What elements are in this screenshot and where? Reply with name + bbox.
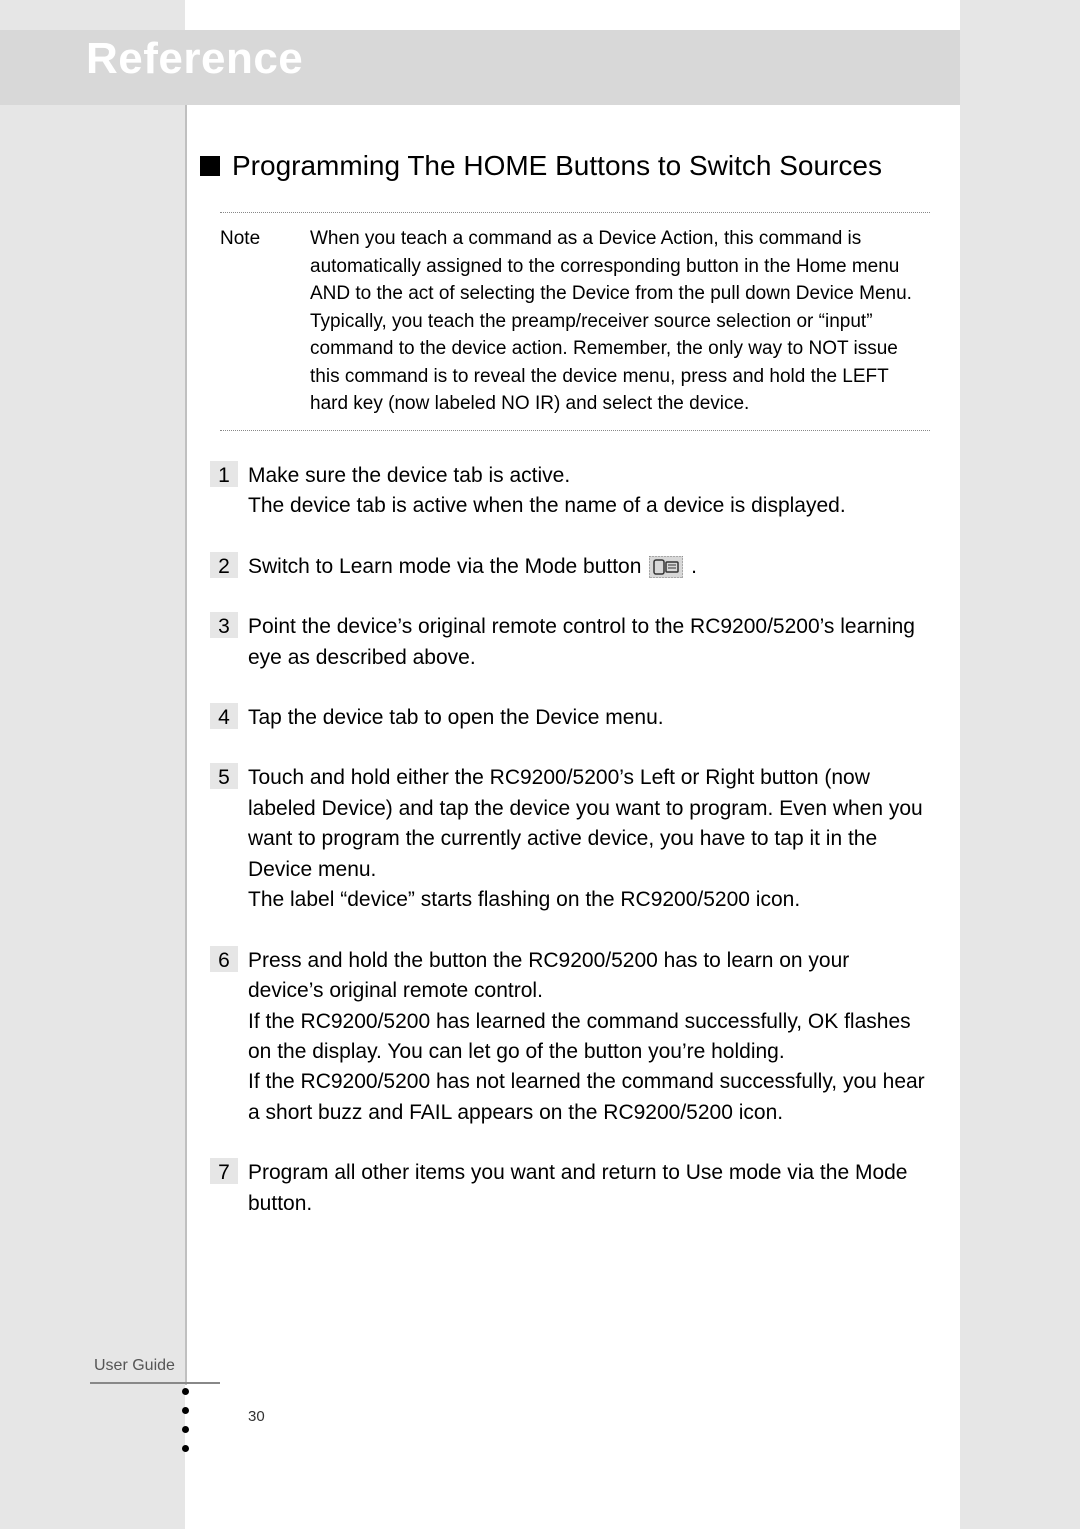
step-text: Switch to Learn mode via the Mode button… [248, 552, 930, 582]
step-paragraph: Touch and hold either the RC9200/5200’s … [248, 763, 930, 885]
note-box: Note When you teach a command as a Devic… [220, 212, 930, 431]
step-number: 2 [210, 552, 238, 578]
step-number: 5 [210, 763, 238, 789]
footer-dots [182, 1388, 189, 1452]
step-line: The device tab is active when the name o… [248, 491, 930, 521]
step-7: 7 Program all other items you want and r… [210, 1158, 930, 1219]
step-number: 3 [210, 612, 238, 638]
step-1: 1 Make sure the device tab is active. Th… [210, 461, 930, 522]
step-paragraph: If the RC9200/5200 has learned the comma… [248, 1007, 930, 1068]
step-text: Press and hold the button the RC9200/520… [248, 946, 930, 1129]
step-number: 7 [210, 1158, 238, 1184]
section-bullet-icon [200, 156, 220, 176]
step-3: 3 Point the device’s original remote con… [210, 612, 930, 673]
step-6: 6 Press and hold the button the RC9200/5… [210, 946, 930, 1129]
dot-icon [182, 1407, 189, 1414]
step-text: Make sure the device tab is active. The … [248, 461, 930, 522]
step-number: 4 [210, 703, 238, 729]
step-text: Touch and hold either the RC9200/5200’s … [248, 763, 930, 915]
user-guide-label: User Guide [94, 1357, 175, 1375]
step-line: Make sure the device tab is active. [248, 461, 930, 491]
section-heading-row: Programming The HOME Buttons to Switch S… [200, 150, 930, 182]
step-number: 6 [210, 946, 238, 972]
dot-icon [182, 1388, 189, 1395]
note-text: When you teach a command as a Device Act… [310, 225, 930, 418]
note-label: Note [220, 225, 310, 418]
step-4: 4 Tap the device tab to open the Device … [210, 703, 930, 733]
mode-button-icon [649, 556, 683, 578]
step-5: 5 Touch and hold either the RC9200/5200’… [210, 763, 930, 915]
step-paragraph: The label “device” starts flashing on th… [248, 885, 930, 915]
body-content: Programming The HOME Buttons to Switch S… [200, 150, 930, 1249]
page-number: 30 [248, 1408, 265, 1425]
step-text: Point the device’s original remote contr… [248, 612, 930, 673]
step-2: 2 Switch to Learn mode via the Mode butt… [210, 552, 930, 582]
step-number: 1 [210, 461, 238, 487]
step-text: Tap the device tab to open the Device me… [248, 703, 930, 733]
step-line-pre: Switch to Learn mode via the Mode button [248, 555, 647, 578]
step-line-post: . [691, 555, 697, 578]
vertical-divider [185, 105, 187, 1385]
user-guide-underline [90, 1382, 220, 1384]
left-sidebar [0, 0, 185, 1529]
step-paragraph: Press and hold the button the RC9200/520… [248, 946, 930, 1007]
chapter-title: Reference [86, 34, 303, 84]
dot-icon [182, 1445, 189, 1452]
step-text: Program all other items you want and ret… [248, 1158, 930, 1219]
step-paragraph: If the RC9200/5200 has not learned the c… [248, 1067, 930, 1128]
section-heading: Programming The HOME Buttons to Switch S… [232, 150, 882, 182]
dot-icon [182, 1426, 189, 1433]
content-column: Reference Programming The HOME Buttons t… [0, 0, 960, 1529]
page-root: Reference Programming The HOME Buttons t… [0, 0, 1080, 1529]
